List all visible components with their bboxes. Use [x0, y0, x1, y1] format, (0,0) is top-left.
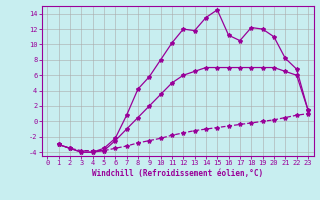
X-axis label: Windchill (Refroidissement éolien,°C): Windchill (Refroidissement éolien,°C): [92, 169, 263, 178]
